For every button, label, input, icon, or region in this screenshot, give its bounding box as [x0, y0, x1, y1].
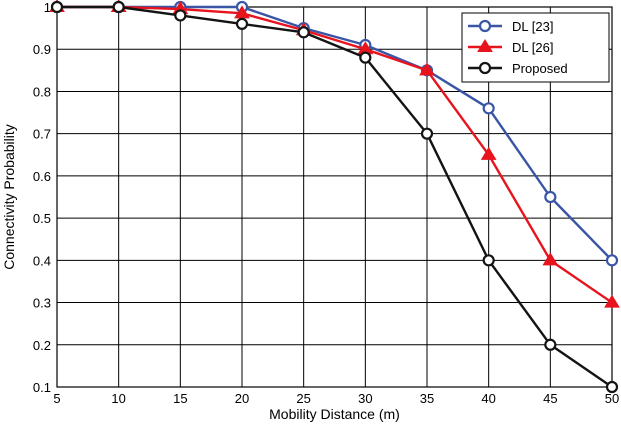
x-axis-title: Mobility Distance (m) [269, 406, 400, 422]
data-point-dl-26 [480, 146, 497, 160]
data-point-proposed [297, 26, 310, 39]
y-tick-label: 0.5 [33, 211, 51, 226]
series-group [49, 0, 620, 394]
data-point-proposed [420, 127, 434, 140]
data-point-proposed [50, 0, 64, 14]
x-tick-label: 5 [53, 391, 60, 406]
data-point-dl-23 [482, 102, 495, 115]
data-point-dl-26 [419, 62, 435, 76]
series-line-dl-26 [57, 5, 613, 304]
x-tick-label: 50 [605, 391, 619, 406]
y-tick-label: 0.2 [33, 338, 51, 353]
x-tick-label: 10 [111, 391, 125, 406]
data-point-proposed [359, 51, 372, 64]
y-tick-label: 0.1 [33, 380, 51, 395]
series-line-proposed [57, 5, 613, 388]
data-point-dl-23 [544, 190, 557, 204]
legend-marker-dl-23 [478, 19, 492, 33]
x-tick-label: 45 [543, 391, 557, 406]
data-point-dl-26 [542, 252, 559, 266]
x-tick-label: 35 [420, 391, 434, 406]
data-point-proposed [482, 254, 495, 267]
x-tick-label: 15 [173, 391, 187, 406]
data-point-proposed [544, 338, 557, 351]
y-tick-label: 0.4 [33, 253, 51, 268]
data-point-proposed [112, 0, 125, 14]
data-point-proposed [605, 380, 619, 394]
data-point-dl-23 [605, 254, 619, 267]
x-tick-label: 25 [296, 391, 310, 406]
x-tick-label: 30 [358, 391, 372, 406]
legend-label-dl-23: DL [23] [512, 19, 553, 34]
axis-ticks: 5 10 15 20 25 30 35 40 45 50 0.1 0.2 0.3 0.4 0.5 0.6 0.7… [33, 0, 619, 406]
y-axis-title: Connectivity Probability [1, 124, 17, 270]
legend-marker-proposed [478, 61, 492, 75]
y-tick-label: 0.3 [33, 296, 51, 311]
data-point-proposed [174, 9, 187, 22]
data-point-proposed [235, 17, 249, 30]
y-tick-label: 0.9 [33, 42, 51, 57]
series-proposed [50, 0, 619, 394]
legend-label-proposed: Proposed [512, 61, 568, 76]
legend: DL [23] DL [26] Proposed [461, 12, 610, 83]
y-tick-label: 0.7 [33, 127, 51, 142]
legend-marker-dl-26 [477, 39, 493, 53]
plot-area-frame [56, 6, 613, 388]
y-tick-label: 0.6 [33, 169, 51, 184]
y-tick-label: 0.8 [33, 84, 51, 99]
y-tick-label: 1 [44, 0, 51, 15]
x-tick-label: 20 [235, 391, 249, 406]
legend-label-dl-26: DL [26] [512, 40, 553, 55]
x-tick-label: 40 [481, 391, 495, 406]
data-point-dl-26 [604, 294, 620, 308]
